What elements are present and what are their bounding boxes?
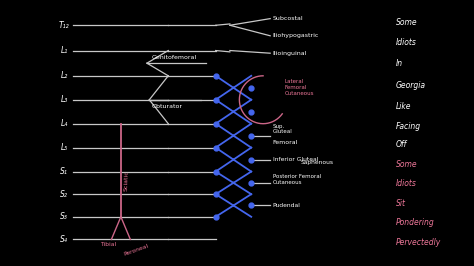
Text: L₂: L₂	[60, 71, 68, 80]
Text: L₁: L₁	[60, 46, 68, 55]
Text: Pondering: Pondering	[396, 218, 435, 227]
Text: Sup.
Gluteal: Sup. Gluteal	[273, 124, 292, 134]
Text: Femoral: Femoral	[273, 140, 298, 145]
Text: Georgia: Georgia	[396, 81, 426, 90]
Text: S₄: S₄	[60, 235, 68, 244]
Text: Lateral
Femoral
Cutaneous: Lateral Femoral Cutaneous	[284, 80, 314, 96]
Text: Off: Off	[396, 140, 407, 149]
Text: L₅: L₅	[60, 143, 68, 152]
Text: S₃: S₃	[60, 212, 68, 221]
Text: L₃: L₃	[60, 95, 68, 104]
Text: Sit: Sit	[396, 199, 406, 208]
Text: Inferior Gluteal: Inferior Gluteal	[273, 157, 318, 162]
Text: L₄: L₄	[60, 119, 68, 128]
Text: S₂: S₂	[60, 190, 68, 199]
Text: Pudendal: Pudendal	[273, 203, 301, 208]
Text: Tibial: Tibial	[100, 242, 116, 247]
Text: Sciatic: Sciatic	[123, 171, 129, 191]
Text: Ilioinguinal: Ilioinguinal	[273, 51, 307, 56]
Text: Some: Some	[396, 160, 418, 169]
Text: S₁: S₁	[60, 167, 68, 176]
Text: Facing: Facing	[396, 122, 421, 131]
Text: T₁₂: T₁₂	[59, 21, 69, 30]
Text: Some: Some	[396, 18, 418, 27]
Text: Subcostal: Subcostal	[273, 16, 303, 21]
Text: Obturator: Obturator	[152, 104, 182, 109]
Text: Idiots: Idiots	[396, 179, 417, 188]
Text: Saphenous: Saphenous	[301, 160, 334, 165]
Text: Like: Like	[396, 102, 411, 111]
Text: Pervectedly: Pervectedly	[396, 238, 441, 247]
Text: Peroneal: Peroneal	[123, 243, 149, 257]
Text: Iliohypogastric: Iliohypogastric	[273, 33, 319, 38]
Text: Idiots: Idiots	[396, 38, 417, 47]
Text: In: In	[396, 59, 403, 68]
Text: Genitofemoral: Genitofemoral	[152, 55, 197, 60]
Text: Posterior Femoral
Cutaneous: Posterior Femoral Cutaneous	[273, 174, 321, 185]
